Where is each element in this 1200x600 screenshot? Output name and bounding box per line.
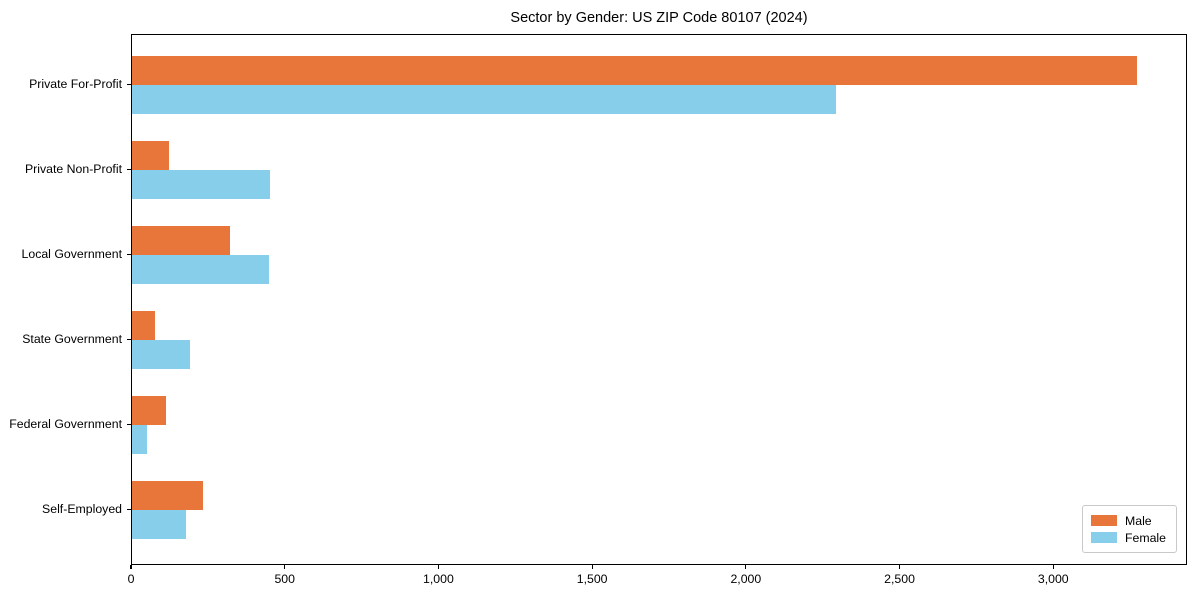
bar-male-local-government	[132, 226, 230, 255]
x-tick	[1052, 565, 1054, 569]
x-tick	[745, 565, 747, 569]
legend: Male Female	[1081, 505, 1177, 553]
bar-female-state-government	[132, 340, 190, 369]
bar-male-state-government	[132, 311, 155, 340]
y-tick	[127, 254, 131, 256]
x-tick	[898, 565, 901, 569]
y-tick-label: Self-Employed	[42, 502, 122, 516]
y-tick-label: Local Government	[21, 247, 122, 261]
y-tick-label: Private For-Profit	[29, 77, 122, 91]
legend-label: Male	[1124, 513, 1152, 528]
legend-entry-male: Male	[1090, 512, 1166, 529]
bar-female-private-non-profit	[132, 170, 270, 199]
y-tick-label: Federal Government	[9, 417, 122, 431]
y-tick	[127, 169, 131, 171]
bar-female-federal-government	[132, 425, 147, 454]
bar-male-self-employed	[132, 481, 203, 510]
x-tick-label: 0	[127, 572, 135, 586]
bar-male-federal-government	[132, 396, 166, 425]
x-tick-label: 2,500	[884, 572, 915, 586]
x-tick	[284, 565, 286, 569]
y-tick-label: State Government	[22, 332, 122, 346]
x-tick-label: 2,000	[730, 572, 762, 586]
y-tick	[127, 339, 131, 341]
x-tick-label: 3,000	[1037, 572, 1069, 586]
chart-title: Sector by Gender: US ZIP Code 80107 (202…	[510, 10, 808, 26]
legend-swatch-female	[1090, 532, 1117, 543]
bar-female-local-government	[132, 255, 269, 284]
y-tick	[127, 424, 131, 426]
legend-swatch-male	[1090, 515, 1117, 526]
x-tick	[437, 565, 439, 569]
y-tick	[127, 84, 131, 86]
x-tick-label: 1,500	[576, 572, 608, 586]
legend-label: Female	[1124, 530, 1166, 545]
bar-male-private-non-profit	[132, 141, 169, 170]
plot-area: Male Female	[131, 34, 1187, 565]
x-tick	[591, 565, 593, 569]
bar-female-self-employed	[132, 510, 186, 539]
bar-male-private-for-profit	[132, 56, 1137, 85]
legend-entry-female: Female	[1090, 529, 1166, 546]
x-tick	[130, 565, 132, 569]
x-tick-label: 1,000	[423, 572, 454, 586]
bar-female-private-for-profit	[132, 85, 836, 114]
y-tick-label: Private Non-Profit	[24, 162, 122, 176]
y-tick	[127, 509, 131, 511]
x-tick-label: 500	[274, 572, 295, 586]
